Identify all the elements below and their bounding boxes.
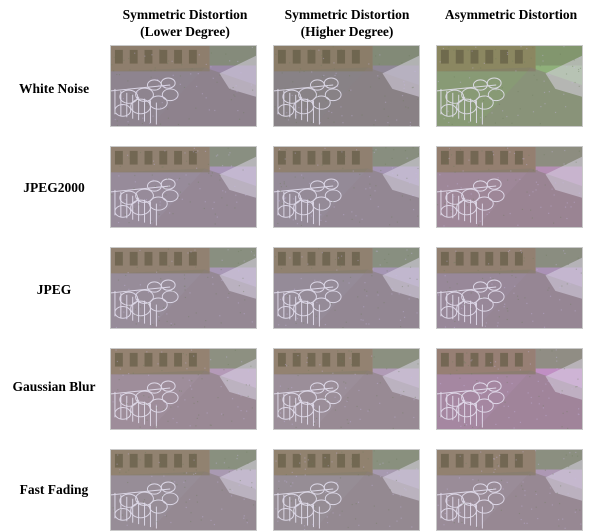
image-jpeg2000-symmetric-lower — [110, 146, 257, 228]
image-gaussian-blur-asymmetric — [436, 348, 583, 430]
image-jpeg-asymmetric — [436, 247, 583, 329]
row-label-jpeg2000: JPEG2000 — [23, 180, 85, 195]
column-header-symmetric-lower: Symmetric Distortion (Lower Degree) — [110, 6, 260, 40]
column-header-line1: Symmetric Distortion — [122, 7, 248, 22]
row-label-white-noise: White Noise — [18, 81, 90, 96]
image-white-noise-asymmetric — [436, 45, 583, 127]
column-header-line2: (Higher Degree) — [300, 24, 394, 39]
column-header-line1: Symmetric Distortion — [284, 7, 410, 22]
row-label-jpeg: JPEG — [36, 282, 72, 297]
image-jpeg2000-asymmetric — [436, 146, 583, 228]
row-label-fast-fading: Fast Fading — [19, 482, 89, 497]
image-jpeg-symmetric-lower — [110, 247, 257, 329]
column-header-asymmetric: Asymmetric Distortion — [436, 6, 586, 23]
row-label-gaussian-blur: Gaussian Blur — [12, 379, 96, 394]
image-fast-fading-asymmetric — [436, 449, 583, 531]
image-fast-fading-symmetric-lower — [110, 449, 257, 531]
image-jpeg-symmetric-higher — [273, 247, 420, 329]
column-header-symmetric-higher: Symmetric Distortion (Higher Degree) — [272, 6, 422, 40]
column-header-line2: (Lower Degree) — [140, 24, 230, 39]
column-header-line1: Asymmetric Distortion — [444, 7, 578, 22]
image-gaussian-blur-symmetric-higher — [273, 348, 420, 430]
image-white-noise-symmetric-lower — [110, 45, 257, 127]
image-fast-fading-symmetric-higher — [273, 449, 420, 531]
image-gaussian-blur-symmetric-lower — [110, 348, 257, 430]
image-jpeg2000-symmetric-higher — [273, 146, 420, 228]
image-white-noise-symmetric-higher — [273, 45, 420, 127]
